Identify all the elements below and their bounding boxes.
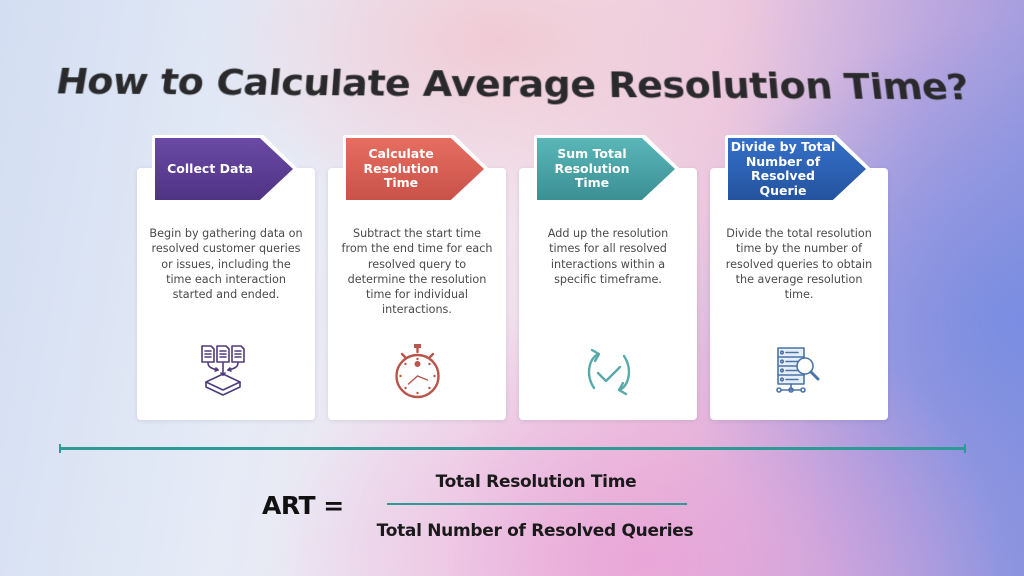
stopwatch-icon <box>387 342 447 402</box>
page-title: How to Calculate Average Resolution Time… <box>52 60 972 109</box>
step-label: Divide by Total Number of Resolved Queri… <box>730 139 836 198</box>
formula-denominator: Total Number of Resolved Queries <box>376 521 694 541</box>
step-description: Subtract the start time from the end tim… <box>341 227 493 317</box>
step-description: Add up the resolution times for all reso… <box>547 227 669 286</box>
refresh-check-icon <box>578 342 638 402</box>
step-label: Collect Data <box>167 160 253 176</box>
step-tag: Collect Data <box>152 135 298 203</box>
step-tag: Divide by Total Number of Resolved Queri… <box>725 135 871 203</box>
step-label: Sum Total Resolution Time <box>554 146 630 191</box>
step-card <box>137 168 315 420</box>
section-divider <box>59 444 966 453</box>
formula-numerator: Total Resolution Time <box>435 472 637 492</box>
step-description: Begin by gathering data on resolved cust… <box>149 227 303 302</box>
formula-lhs: ART = <box>262 491 344 520</box>
step-label: Calculate Resolution Time <box>363 146 439 191</box>
step-divide-by-total-number: Divide by Total Number of Resolved Queri… <box>710 135 888 422</box>
server-search-icon <box>769 342 829 402</box>
step-tag: Sum Total Resolution Time <box>534 135 680 203</box>
step-description: Divide the total resolution time by the … <box>725 227 873 302</box>
step-collect-data: Collect Data Begin by gathering data on … <box>137 135 315 422</box>
fraction-bar <box>387 503 687 505</box>
step-calculate-resolution-time: Calculate Resolution Time Subtract the s… <box>328 135 506 422</box>
step-tag: Calculate Resolution Time <box>343 135 489 203</box>
documents-to-inbox-icon <box>196 342 256 402</box>
step-sum-total-resolution-time: Sum Total Resolution Time Add up the res… <box>519 135 697 422</box>
step-card <box>328 168 506 420</box>
